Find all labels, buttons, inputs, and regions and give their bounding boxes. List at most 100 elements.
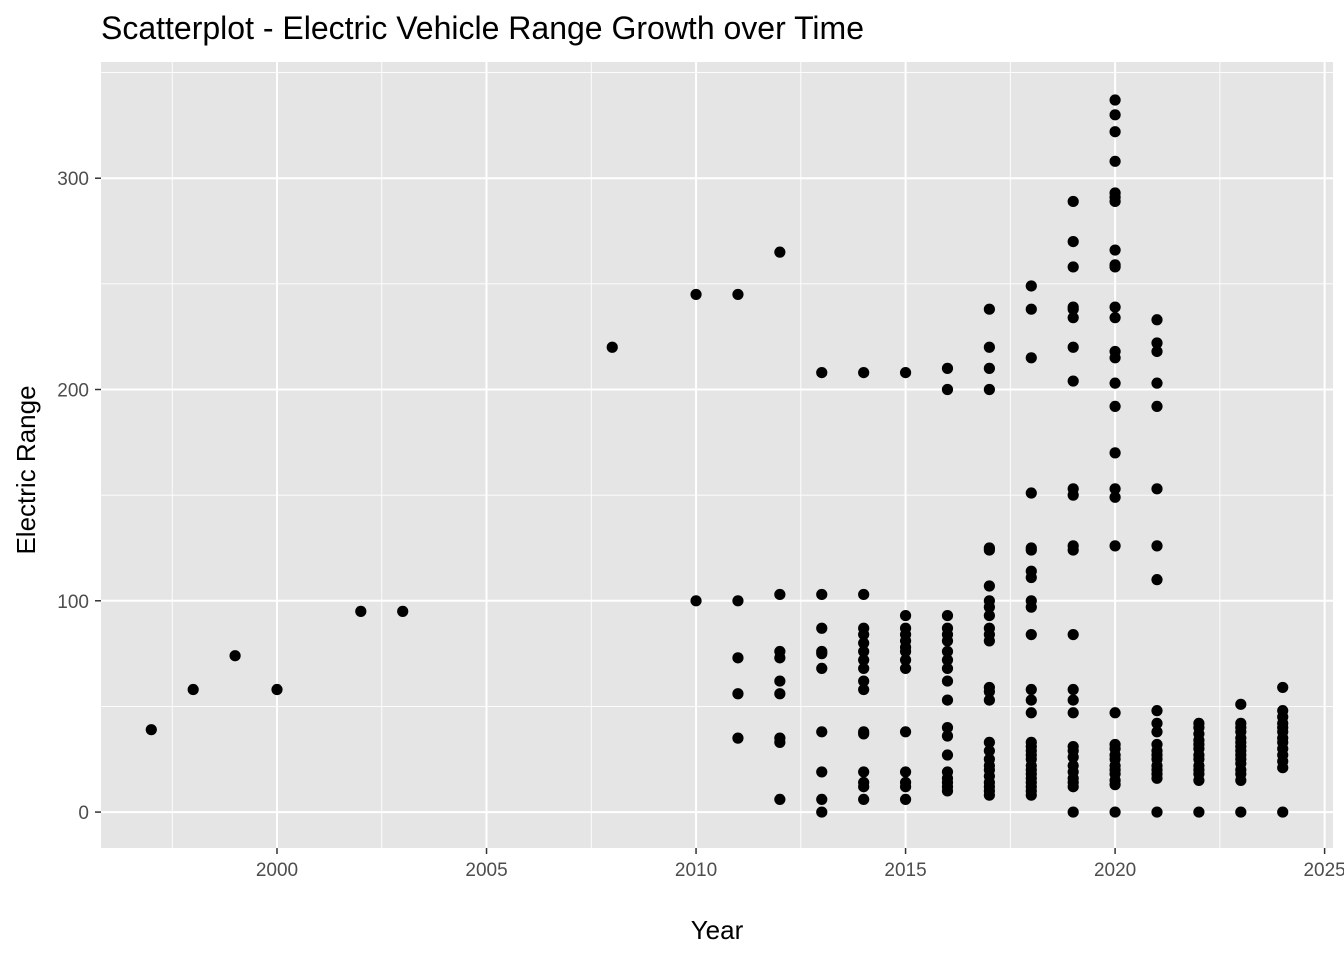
data-point xyxy=(690,288,702,301)
data-point xyxy=(1067,683,1079,696)
data-point xyxy=(983,736,995,748)
data-point xyxy=(774,793,786,806)
data-point xyxy=(1109,377,1121,389)
data-point xyxy=(858,366,870,379)
data-point xyxy=(1067,489,1079,501)
data-point xyxy=(983,580,995,592)
x-tick-label: 2000 xyxy=(256,860,298,881)
data-point xyxy=(1025,789,1037,801)
data-point xyxy=(941,383,954,396)
data-point xyxy=(1235,698,1247,710)
data-point xyxy=(1067,628,1079,641)
data-point xyxy=(983,601,995,613)
data-point xyxy=(1109,352,1121,364)
data-point xyxy=(941,662,954,675)
data-point xyxy=(1109,244,1121,256)
data-point xyxy=(1025,628,1037,641)
data-point xyxy=(1067,707,1079,719)
data-point xyxy=(732,288,744,301)
data-point xyxy=(858,654,870,666)
data-point xyxy=(858,628,870,641)
data-point xyxy=(816,662,828,675)
data-point xyxy=(1109,94,1121,106)
data-point xyxy=(816,366,828,379)
data-point xyxy=(187,683,199,696)
data-point xyxy=(1151,400,1163,413)
data-point xyxy=(1151,345,1163,358)
data-point xyxy=(899,793,912,806)
data-point xyxy=(1067,312,1079,324)
data-point xyxy=(899,781,912,793)
x-tick-label: 2010 xyxy=(675,860,717,881)
data-point xyxy=(858,645,870,658)
data-point xyxy=(1067,261,1079,273)
data-point xyxy=(1067,751,1079,763)
data-point xyxy=(1067,781,1079,793)
data-point xyxy=(1109,483,1121,495)
data-point xyxy=(1025,683,1037,696)
data-point xyxy=(1277,806,1289,818)
data-point xyxy=(1109,261,1121,273)
data-point xyxy=(983,635,995,647)
data-point xyxy=(1025,694,1037,706)
data-point xyxy=(941,675,954,687)
data-point xyxy=(816,622,828,634)
data-point xyxy=(1109,155,1121,167)
data-point xyxy=(774,588,786,601)
data-point xyxy=(774,688,786,700)
data-point xyxy=(858,675,870,687)
data-point xyxy=(1109,109,1121,121)
data-point xyxy=(1151,726,1163,738)
data-point xyxy=(1109,707,1121,719)
data-point xyxy=(858,766,870,778)
data-point xyxy=(858,662,870,675)
data-point xyxy=(941,749,954,761)
data-point xyxy=(816,766,828,778)
y-tick-label: 100 xyxy=(57,592,89,613)
data-point xyxy=(941,721,954,734)
data-point xyxy=(774,736,786,748)
data-point xyxy=(816,806,828,818)
data-point xyxy=(1151,705,1163,717)
plot-panel xyxy=(101,62,1333,848)
data-point xyxy=(983,745,995,757)
data-point xyxy=(732,652,744,664)
data-point xyxy=(858,781,870,793)
data-point xyxy=(1109,312,1121,324)
data-point xyxy=(983,362,995,374)
data-point xyxy=(983,789,995,801)
y-axis-title: Electric Range xyxy=(11,385,41,554)
data-point xyxy=(1151,377,1163,389)
y-tick-label: 200 xyxy=(57,381,89,402)
data-point xyxy=(774,246,786,258)
data-point xyxy=(983,609,995,622)
data-point xyxy=(816,588,828,601)
data-point xyxy=(899,366,912,379)
data-point xyxy=(816,726,828,738)
data-point xyxy=(1025,544,1037,556)
data-point xyxy=(690,595,702,607)
data-point xyxy=(941,635,954,647)
data-point xyxy=(774,652,786,664)
data-point xyxy=(732,732,744,744)
data-point xyxy=(732,688,744,700)
data-point xyxy=(1151,574,1163,586)
data-point xyxy=(1067,235,1079,248)
data-point xyxy=(732,595,744,607)
data-point xyxy=(1025,352,1037,364)
data-point xyxy=(1025,280,1037,292)
data-point xyxy=(941,785,954,797)
data-point xyxy=(1109,126,1121,138)
data-point xyxy=(1109,301,1121,313)
data-point xyxy=(858,683,870,696)
x-tick-label: 2020 xyxy=(1094,860,1136,881)
x-tick-label: 2005 xyxy=(465,860,507,881)
data-point xyxy=(899,645,912,658)
data-point xyxy=(1067,375,1079,387)
data-point xyxy=(941,654,954,666)
data-point xyxy=(1025,487,1037,499)
x-axis: 2000 2005 2010 2015 2020 2025 xyxy=(256,848,1344,881)
data-point xyxy=(1025,601,1037,613)
data-point xyxy=(1151,314,1163,326)
